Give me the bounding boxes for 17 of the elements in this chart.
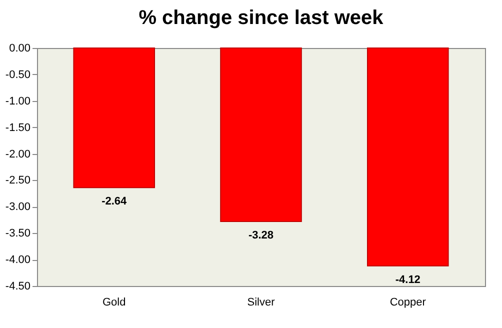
y-tick-label: -1.50 bbox=[5, 122, 30, 134]
y-tick-label: 0.00 bbox=[9, 42, 30, 54]
y-tick-label: -0.50 bbox=[5, 68, 30, 81]
y-tick-label: -2.50 bbox=[5, 174, 30, 187]
y-tick-label: -3.00 bbox=[5, 201, 30, 214]
data-label: -3.28 bbox=[248, 229, 274, 242]
x-tick-label: Gold bbox=[102, 296, 126, 308]
data-label: -4.12 bbox=[395, 274, 420, 286]
y-tick-label: -1.00 bbox=[5, 95, 30, 108]
chart-title: % change since last week bbox=[138, 7, 384, 29]
y-tick-label: -4.50 bbox=[5, 280, 30, 292]
x-tick-label: Copper bbox=[390, 296, 426, 308]
x-tick-label: Silver bbox=[247, 296, 276, 308]
y-tick-label: -3.50 bbox=[5, 228, 30, 240]
data-label: -2.64 bbox=[102, 196, 128, 208]
y-tick-label: -4.00 bbox=[5, 254, 30, 266]
y-tick-label: -2.00 bbox=[5, 148, 30, 160]
